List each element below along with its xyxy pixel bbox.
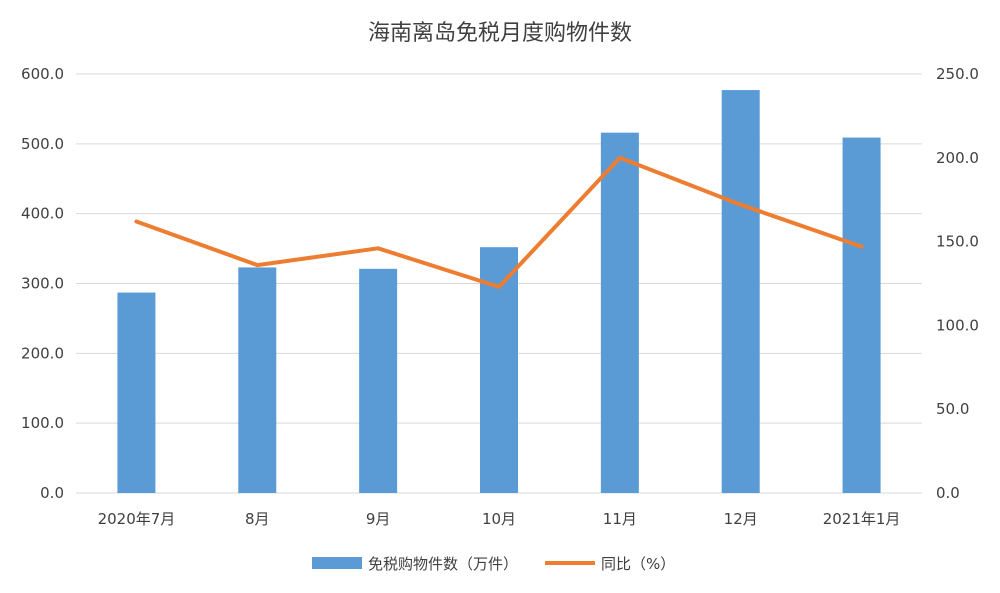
- legend-label-line: 同比（%）: [601, 555, 675, 573]
- y-left-tick-label: 300.0: [21, 275, 64, 293]
- x-tick-label: 8月: [245, 510, 270, 528]
- y-axis-left: 0.0 100.0 200.0 300.0 400.0 500.0 600.0: [21, 65, 64, 502]
- series-line: [134, 155, 864, 289]
- x-tick-label: 11月: [603, 510, 637, 528]
- y-left-tick-label: 200.0: [21, 344, 64, 362]
- bar: [117, 292, 156, 493]
- y-left-tick-label: 400.0: [21, 205, 64, 223]
- x-tick-label: 2020年7月: [98, 510, 176, 528]
- line-series: [134, 155, 864, 289]
- x-tick-label: 2021年1月: [823, 510, 901, 528]
- bar: [842, 137, 881, 493]
- x-tick-label: 9月: [366, 510, 391, 528]
- y-right-tick-label: 100.0: [936, 316, 979, 334]
- y-right-tick-label: 0.0: [936, 484, 960, 502]
- y-right-tick-label: 50.0: [936, 400, 969, 418]
- y-right-tick-label: 200.0: [936, 149, 979, 167]
- y-left-tick-label: 0.0: [40, 484, 64, 502]
- bar: [359, 268, 398, 493]
- bar-series: [117, 90, 881, 493]
- y-right-tick-label: 250.0: [936, 65, 979, 83]
- x-axis: 2020年7月 8月 9月 10月 11月 12月 2021年1月: [98, 510, 901, 528]
- bar: [721, 90, 760, 493]
- y-left-tick-label: 500.0: [21, 135, 64, 153]
- legend-label-bar: 免税购物件数（万件）: [368, 555, 518, 573]
- y-left-tick-label: 100.0: [21, 414, 64, 432]
- y-right-tick-label: 150.0: [936, 233, 979, 251]
- x-tick-label: 12月: [724, 510, 758, 528]
- bar: [600, 132, 639, 493]
- chart-title: 海南离岛免税月度购物件数: [368, 21, 632, 46]
- x-tick-label: 10月: [482, 510, 516, 528]
- y-axis-right: 0.0 50.0 100.0 150.0 200.0 250.0: [936, 65, 979, 502]
- legend-swatch-bar: [312, 557, 362, 569]
- y-left-tick-label: 600.0: [21, 65, 64, 83]
- legend: 免税购物件数（万件） 同比（%）: [312, 555, 675, 573]
- bar: [238, 267, 277, 493]
